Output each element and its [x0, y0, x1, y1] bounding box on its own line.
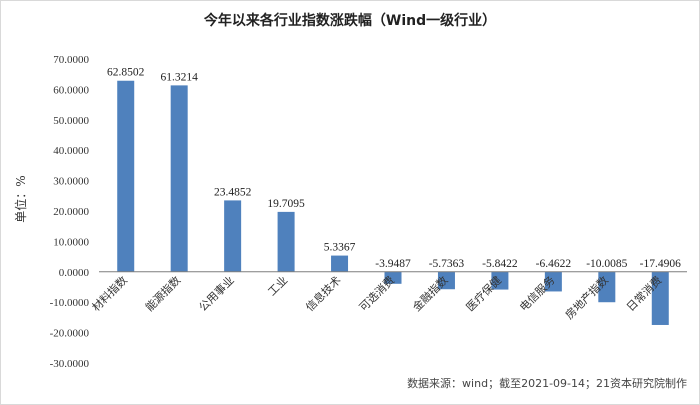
data-label: -5.7363: [429, 258, 465, 270]
bar: [331, 255, 349, 272]
bar: [384, 271, 402, 284]
y-tick-label: 30.0000: [53, 176, 89, 188]
bar: [491, 271, 509, 290]
category-label: 电信服务: [517, 274, 557, 314]
data-label: 62.8502: [107, 67, 145, 79]
bar: [544, 271, 562, 292]
y-tick-label: -10.0000: [50, 297, 90, 309]
bar: [224, 200, 242, 272]
data-label: -10.0085: [586, 258, 627, 270]
category-label: 公用事业: [196, 274, 236, 314]
data-label: 5.3367: [324, 242, 356, 254]
category-label: 材料指数: [89, 273, 130, 314]
y-tick-label: 10.0000: [53, 236, 89, 248]
y-axis-label: 单位：%: [13, 175, 28, 222]
y-tick-label: 50.0000: [53, 115, 89, 127]
source-note: 数据来源：wind；截至2021-09-14；21资本研究院制作: [407, 376, 687, 390]
category-label: 信息技术: [303, 273, 344, 314]
y-tick-label: 40.0000: [53, 145, 89, 157]
data-label: -6.4622: [536, 258, 572, 270]
bar: [651, 271, 669, 325]
category-labels-group: 材料指数 能源指数 公用事业 工业 信息技术 可选消费 金融指数 医疗保健 电信服务 房地产指数日…: [89, 273, 665, 322]
data-label: 61.3214: [160, 71, 198, 83]
data-label: 23.4852: [214, 186, 252, 198]
bar: [277, 211, 295, 272]
category-label: 工业: [265, 274, 290, 299]
data-labels-group: 62.8502 61.3214 23.4852 19.7095 5.3367 -3.948…: [107, 67, 681, 270]
bar: [598, 271, 616, 303]
data-label: -5.8422: [482, 258, 518, 270]
y-tick-label: 70.0000: [53, 54, 89, 66]
data-label: -3.9487: [375, 258, 411, 270]
category-label: 可选消费: [356, 273, 397, 314]
category-label: 医疗保健: [463, 273, 504, 314]
y-tick-label: 20.0000: [53, 206, 89, 218]
category-label: 金融指数: [410, 273, 451, 314]
category-label: 能源指数: [142, 273, 183, 314]
data-label: -17.4906: [640, 258, 681, 270]
y-tick-label: 0.0000: [59, 267, 90, 279]
bar: [170, 85, 188, 272]
y-axis-ticks: 70.0000 60.0000 50.0000 40.0000 30.0000 20.00…: [50, 54, 90, 370]
y-tick-label: -30.0000: [50, 358, 90, 370]
y-tick-label: 60.0000: [53, 84, 89, 96]
y-tick-label: -20.0000: [50, 328, 90, 340]
bar: [437, 271, 455, 290]
bar: [117, 80, 135, 272]
chart-title: 今年以来各行业指数涨跌幅（Wind一级行业）: [203, 12, 496, 29]
data-label: 19.7095: [267, 198, 305, 210]
bars-group: [117, 80, 669, 325]
